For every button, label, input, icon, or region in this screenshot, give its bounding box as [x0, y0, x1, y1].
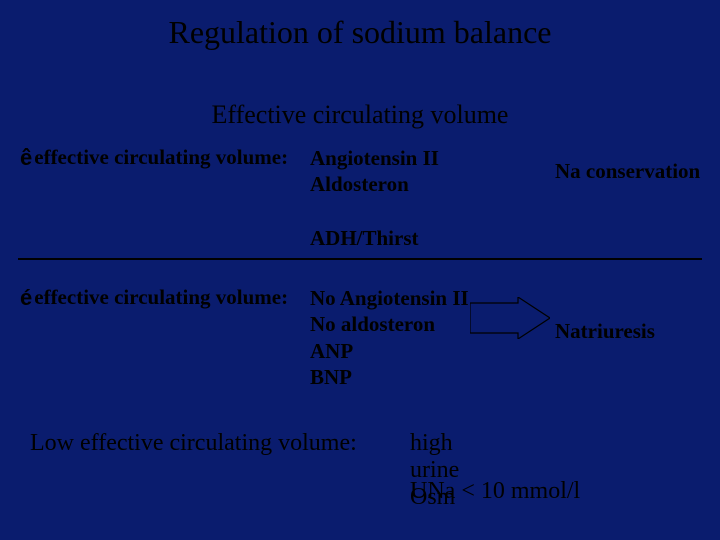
increased-label: effective circulating volume:	[34, 285, 288, 310]
slide-subtitle: Effective circulating volume	[0, 100, 720, 130]
mediator-no-aldosteron: No aldosteron	[310, 311, 469, 337]
bottom-line-2: UNa < 10 mmol/l	[410, 478, 580, 505]
increased-mediators: No Angiotensin II No aldosteron ANP BNP	[310, 285, 469, 390]
mediator-bnp: BNP	[310, 364, 469, 390]
decreased-outcome: Na conservation	[555, 159, 700, 184]
decreased-label: effective circulating volume:	[34, 145, 288, 170]
decreased-mediators: Angiotensin II Aldosteron	[310, 145, 439, 198]
increased-label-group: é effective circulating volume:	[20, 285, 288, 310]
down-arrow-icon: ê	[20, 147, 32, 169]
up-arrow-icon: é	[20, 287, 32, 309]
adh-thirst: ADH/Thirst	[310, 225, 419, 251]
slide-title: Regulation of sodium balance	[0, 14, 720, 51]
bottom-line-1: Low effective circulating volume: high u…	[30, 430, 357, 457]
mediator-aldosteron: Aldosteron	[310, 171, 439, 197]
increased-outcome: Natriuresis	[555, 319, 655, 344]
slide: Regulation of sodium balance Effective c…	[0, 0, 720, 540]
mediator-angiotensin: Angiotensin II	[310, 145, 439, 171]
divider-line	[18, 258, 702, 260]
decreased-label-group: ê effective circulating volume:	[20, 145, 288, 170]
mediator-no-angiotensin: No Angiotensin II	[310, 285, 469, 311]
arrow-shape-1	[470, 297, 550, 344]
mediator-anp: ANP	[310, 338, 469, 364]
bottom-line-1-left: Low effective circulating volume:	[30, 430, 357, 456]
